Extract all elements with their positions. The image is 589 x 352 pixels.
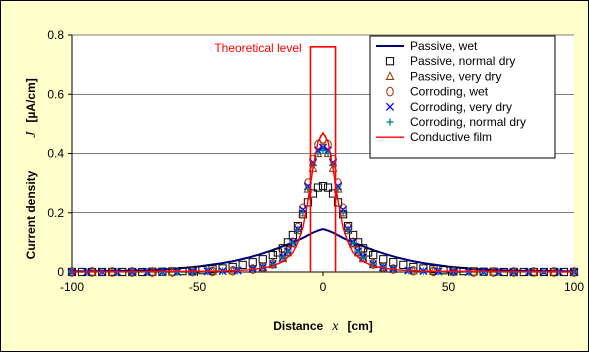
y-tick-label: 0.8: [47, 28, 64, 42]
legend-label: Passive, normal dry: [410, 54, 515, 68]
series-corroding-normal-dry-point: [354, 248, 362, 256]
legend-swatch: [385, 71, 395, 80]
series-conductive-film-line: [71, 131, 575, 273]
legend-label: Corroding, very dry: [410, 100, 512, 114]
legend-swatch: [385, 102, 395, 111]
series-corroding-normal-dry-point: [279, 254, 287, 262]
legend-swatch: [385, 57, 395, 66]
series-passive-wet-line: [71, 228, 575, 273]
legend-item-passive-very-dry: Passive, very dry: [385, 69, 501, 83]
y-tick-label: 0.2: [47, 206, 64, 220]
theoretical-level-annotation: Theoretical level: [214, 41, 301, 55]
y-tick-label: 0: [57, 265, 64, 279]
series-passive-normal-dry-point: [364, 248, 373, 257]
x-tick-label: 0: [320, 280, 327, 294]
series-theoretical-level: [309, 46, 337, 272]
series-theoretical-level-line: [309, 46, 337, 272]
series-corroding-normal-dry-point: [344, 226, 352, 235]
series-corroding-normal-dry-point: [294, 226, 302, 235]
y-axis-unit: [µA/cm]: [24, 78, 38, 122]
y-tick-label: 0.4: [47, 147, 64, 161]
legend-item-passive-wet: Passive, wet: [376, 39, 478, 53]
series-corroding-normal-dry-point: [284, 248, 292, 256]
series-passive-normal-dry-point: [278, 244, 287, 253]
series-passive-wet: [71, 228, 575, 273]
series-passive-normal-dry-point: [323, 183, 333, 192]
legend-item-conductive-film: Conductive film: [376, 130, 492, 144]
x-axis-unit: [cm]: [347, 319, 372, 333]
legend-item-passive-normal-dry: Passive, normal dry: [385, 54, 515, 68]
series-corroding-normal-dry-point: [289, 239, 297, 247]
series-conductive-film: [71, 131, 575, 273]
y-axis-title: Current density J [µA/cm]: [22, 78, 39, 259]
series-passive-normal-dry-point: [238, 260, 247, 269]
x-axis-title: Distance x [cm]: [273, 317, 373, 334]
series-passive-normal-dry-point: [273, 248, 282, 257]
legend-label: Passive, very dry: [410, 69, 501, 83]
x-tick-label: 100: [564, 280, 584, 294]
y-axis-symbol: J: [24, 131, 39, 138]
x-axis-symbol: x: [331, 319, 339, 334]
svg-text:Distance x [cm]: Distance x [cm]: [273, 317, 373, 334]
legend-label: Passive, wet: [410, 39, 478, 53]
series-layer: [67, 46, 579, 277]
series-passive-normal-dry-point: [369, 251, 378, 260]
y-axis-label: Current density: [24, 170, 38, 259]
x-tick-label: -50: [189, 280, 207, 294]
legend-swatch: [386, 86, 394, 97]
x-tick-label: 50: [442, 280, 456, 294]
svg-text:J [µA/cm]: J [µA/cm]: [22, 78, 39, 137]
series-corroding-normal-dry-point: [359, 254, 367, 262]
legend-item-corroding-normal-dry: Corroding, normal dry: [386, 115, 526, 129]
series-passive-normal-dry-point: [359, 244, 368, 253]
series-passive-normal-dry-point: [288, 230, 297, 240]
series-corroding-normal-dry-point: [349, 239, 357, 247]
series-passive-normal-dry-point: [318, 181, 328, 191]
x-axis-label: Distance: [273, 319, 323, 333]
series-passive-normal-dry-point: [268, 251, 277, 260]
series-corroding-normal-dry-point: [319, 146, 327, 155]
x-tick-label: -100: [60, 280, 84, 294]
legend-swatch: [386, 118, 394, 126]
series-passive-normal-dry-point: [399, 260, 408, 269]
legend-label: Corroding, wet: [410, 85, 489, 99]
y-tick-label: 0.6: [47, 87, 64, 101]
legend-item-corroding-very-dry: Corroding, very dry: [385, 100, 512, 114]
legend-label: Conductive film: [410, 130, 492, 144]
legend-label: Corroding, normal dry: [410, 115, 526, 129]
series-passive-normal-dry-point: [313, 183, 323, 192]
series-passive-normal-dry-point: [349, 230, 358, 240]
legend-item-corroding-wet: Corroding, wet: [386, 85, 489, 99]
